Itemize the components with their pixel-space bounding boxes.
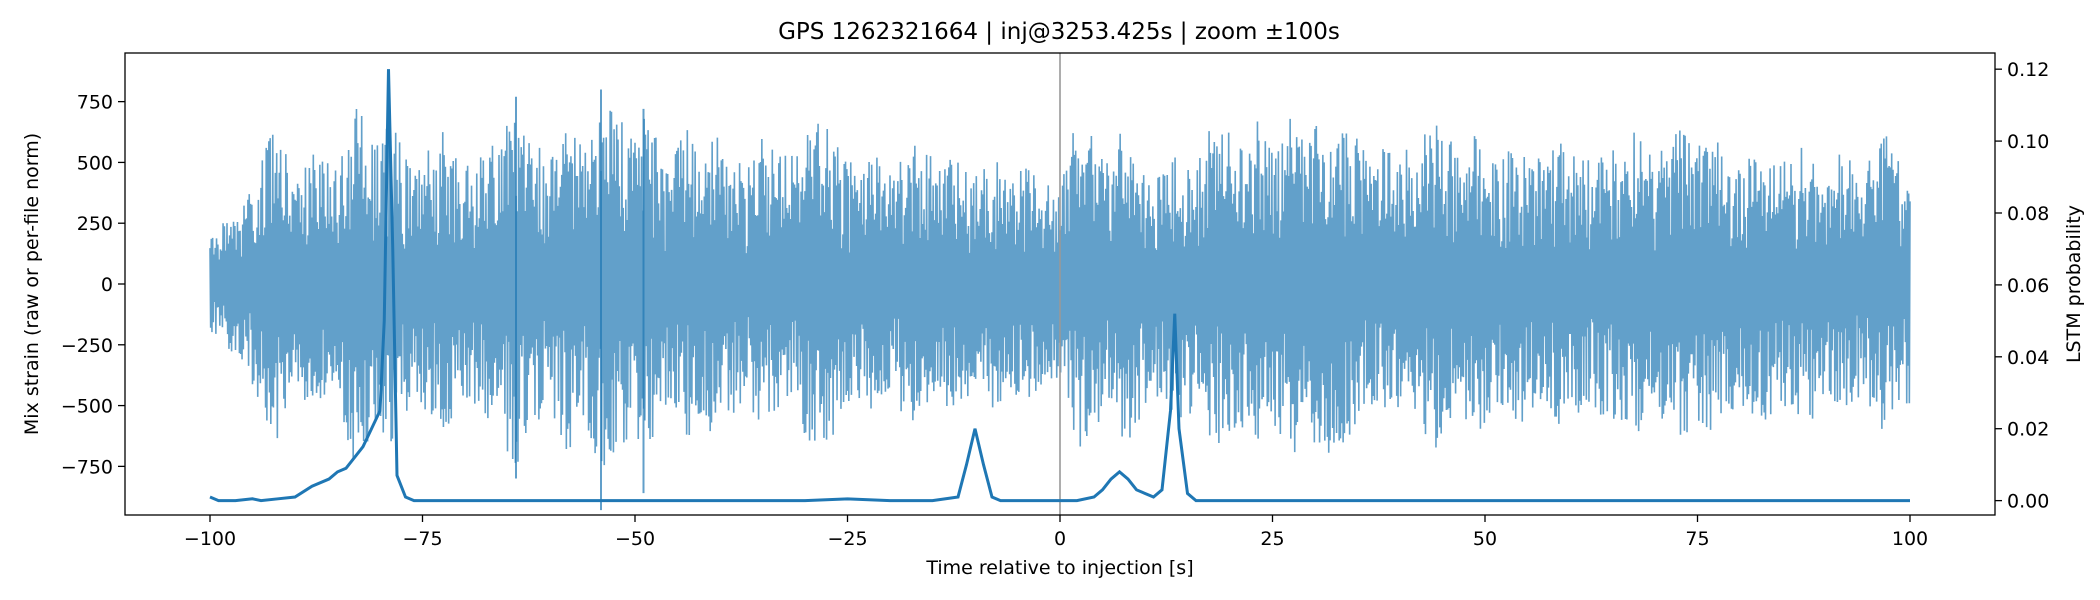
chart-title: GPS 1262321664 | inj@3253.425s | zoom ±1… [778, 19, 1340, 45]
right-y-axis-label: LSTM probability [2063, 205, 2085, 363]
right-y-tick-label: 0.02 [2007, 419, 2049, 441]
left-y-tick-label: −750 [61, 456, 113, 478]
probability-series-line [209, 69, 1910, 503]
x-tick-label: 50 [1473, 528, 1497, 550]
x-tick-label: 25 [1260, 528, 1284, 550]
x-tick-label: 0 [1054, 528, 1066, 550]
left-y-axis-label: Mix strain (raw or per-file norm) [21, 133, 43, 435]
left-y-tick-label: 250 [77, 213, 113, 235]
left-y-tick-label: 750 [77, 92, 113, 114]
x-axis-label: Time relative to injection [s] [925, 557, 1193, 579]
right-y-tick-label: 0.10 [2007, 131, 2049, 153]
x-tick-label: 100 [1892, 528, 1928, 550]
x-tick-label: −75 [402, 528, 442, 550]
x-tick-label: −25 [827, 528, 867, 550]
x-tick-label: −100 [184, 528, 236, 550]
left-y-tick-label: 0 [101, 274, 113, 296]
left-y-tick-label: 500 [77, 152, 113, 174]
x-axis: −100 −75 −50 −25 0 25 50 75 100 [184, 515, 1928, 550]
left-y-tick-label: −500 [61, 396, 113, 418]
right-y-tick-label: 0.12 [2007, 59, 2049, 81]
left-y-tick-label: −250 [61, 335, 113, 357]
right-y-tick-label: 0.04 [2007, 347, 2049, 369]
right-y-tick-label: 0.06 [2007, 275, 2049, 297]
x-tick-label: −50 [615, 528, 655, 550]
left-y-axis: 750 500 250 0 −250 −500 −750 [61, 92, 125, 478]
right-y-axis: 0.12 0.10 0.08 0.06 0.04 0.02 0.00 [1995, 59, 2049, 513]
plot-area [209, 53, 1911, 515]
right-y-tick-label: 0.00 [2007, 491, 2049, 513]
right-y-tick-label: 0.08 [2007, 203, 2049, 225]
x-tick-label: 75 [1685, 528, 1709, 550]
